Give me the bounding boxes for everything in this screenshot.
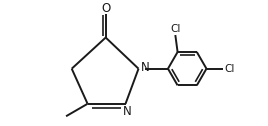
Text: Cl: Cl bbox=[170, 24, 181, 34]
Text: N: N bbox=[123, 105, 132, 118]
Text: Cl: Cl bbox=[224, 64, 234, 74]
Text: N: N bbox=[141, 61, 150, 74]
Text: O: O bbox=[101, 2, 110, 15]
